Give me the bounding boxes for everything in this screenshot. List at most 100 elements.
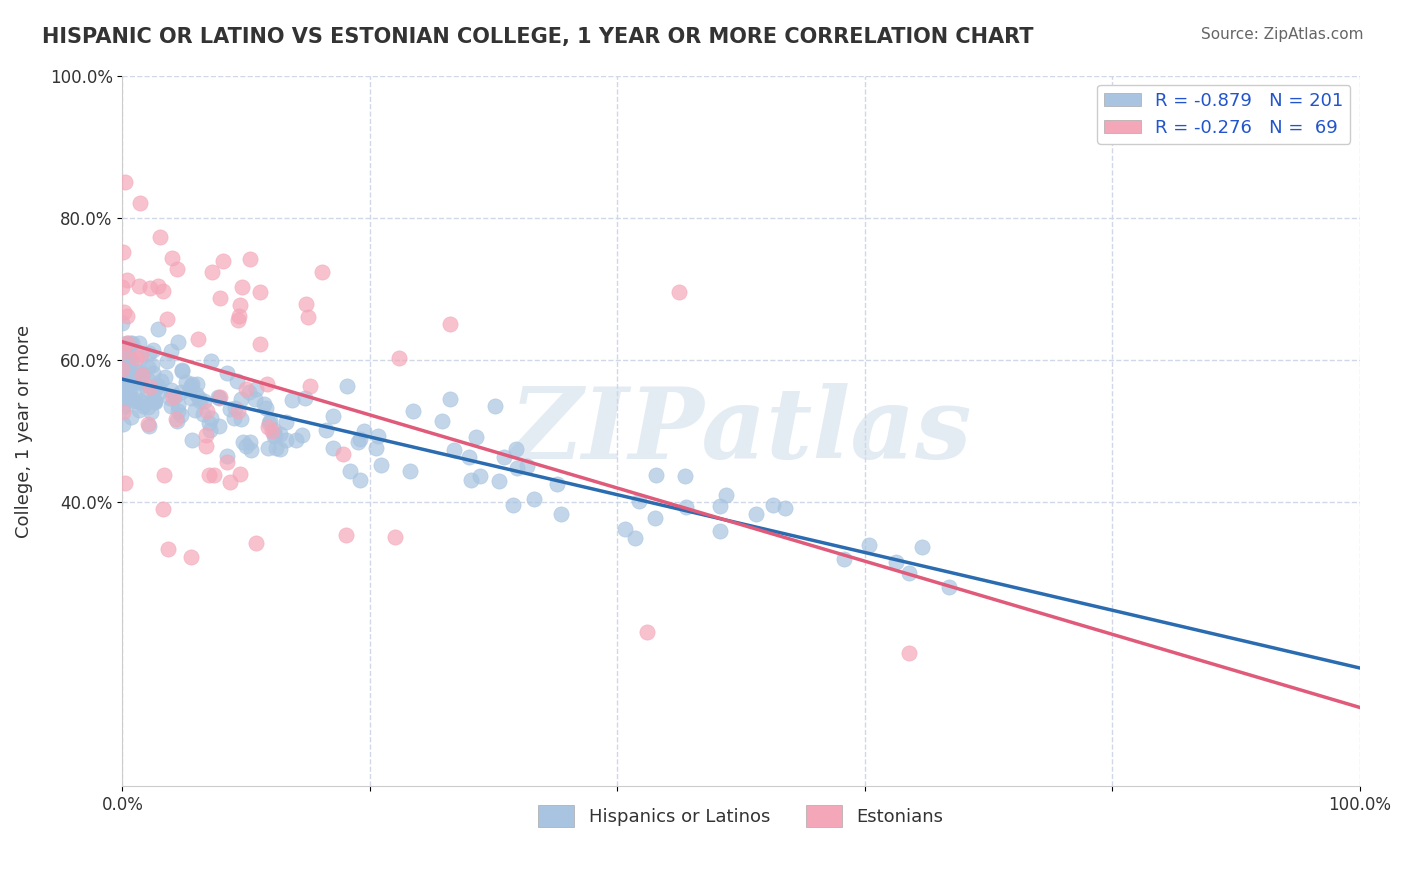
Point [141, 358, 163, 372]
Point [773, 501, 796, 516]
Point [124, 369, 146, 384]
Point [262, 425, 284, 439]
Text: ZIPatlas: ZIPatlas [510, 383, 972, 479]
Point [335, 379, 357, 393]
Point [114, 340, 136, 354]
Point [384, 530, 406, 544]
Point [295, 297, 318, 311]
Point [744, 507, 766, 521]
Point [443, 443, 465, 458]
Point [131, 368, 153, 383]
Point [156, 311, 179, 326]
Point [129, 347, 152, 361]
Point [153, 467, 176, 482]
Point [128, 403, 150, 417]
Point [128, 376, 150, 390]
Point [200, 354, 222, 368]
Point [117, 343, 139, 358]
Point [239, 435, 262, 450]
Point [111, 359, 134, 374]
Point [170, 362, 193, 376]
Point [886, 555, 908, 569]
Point [149, 230, 172, 244]
Point [112, 376, 135, 390]
Point [245, 392, 267, 406]
Point [184, 387, 207, 401]
Point [111, 280, 134, 294]
Point [229, 298, 252, 312]
Point [111, 401, 134, 415]
Point [281, 393, 304, 408]
Text: HISPANIC OR LATINO VS ESTONIAN COLLEGE, 1 YEAR OR MORE CORRELATION CHART: HISPANIC OR LATINO VS ESTONIAN COLLEGE, … [42, 27, 1033, 46]
Point [136, 373, 159, 387]
Point [195, 428, 218, 442]
Point [143, 394, 166, 409]
Point [269, 442, 291, 457]
Point [112, 337, 135, 351]
Point [229, 411, 252, 425]
Point [468, 469, 491, 483]
Point [226, 403, 249, 417]
Point [215, 450, 238, 464]
Point [212, 254, 235, 268]
Point [201, 265, 224, 279]
Point [166, 414, 188, 428]
Point [115, 354, 138, 368]
Point [174, 375, 197, 389]
Point [138, 345, 160, 359]
Point [259, 414, 281, 428]
Point [115, 349, 138, 363]
Point [322, 441, 344, 455]
Point [131, 396, 153, 410]
Point [335, 527, 357, 541]
Point [111, 377, 134, 392]
Point [488, 474, 510, 488]
Point [143, 394, 166, 409]
Point [180, 391, 202, 405]
Point [120, 410, 142, 425]
Point [245, 383, 267, 397]
Point [188, 391, 211, 405]
Point [117, 354, 139, 368]
Point [188, 394, 211, 409]
Point [200, 410, 222, 425]
Point [332, 447, 354, 461]
Legend: Hispanics or Latinos, Estonians: Hispanics or Latinos, Estonians [531, 797, 950, 834]
Point [263, 429, 285, 443]
Point [294, 391, 316, 405]
Point [291, 428, 314, 442]
Point [111, 368, 134, 382]
Point [709, 499, 731, 513]
Point [148, 385, 170, 400]
Point [146, 279, 169, 293]
Point [112, 362, 135, 376]
Point [112, 372, 135, 386]
Point [129, 365, 152, 379]
Point [159, 392, 181, 406]
Point [163, 389, 186, 403]
Point [136, 383, 159, 397]
Point [139, 380, 162, 394]
Point [159, 399, 181, 413]
Point [112, 357, 135, 371]
Point [111, 373, 134, 387]
Point [353, 424, 375, 438]
Point [195, 403, 218, 417]
Point [274, 415, 297, 429]
Point [146, 377, 169, 392]
Point [460, 473, 482, 487]
Point [114, 362, 136, 376]
Point [193, 394, 215, 409]
Point [194, 439, 217, 453]
Point [115, 336, 138, 351]
Y-axis label: College, 1 year or more: College, 1 year or more [15, 325, 32, 538]
Point [644, 510, 666, 524]
Point [322, 409, 344, 423]
Point [364, 441, 387, 455]
Point [215, 366, 238, 380]
Point [115, 390, 138, 404]
Point [150, 374, 173, 388]
Point [129, 196, 152, 211]
Point [202, 467, 225, 482]
Point [238, 385, 260, 400]
